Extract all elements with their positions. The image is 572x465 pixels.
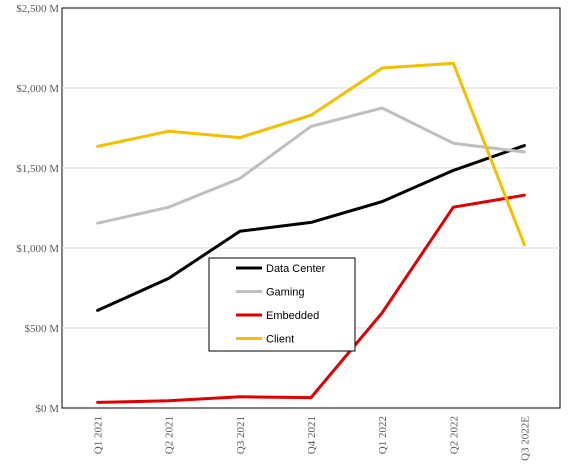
series-line-embedded	[96, 193, 526, 404]
legend-box	[208, 257, 356, 352]
y-tick-label: $500 M	[24, 323, 59, 335]
y-tick-label: $2,000 M	[16, 83, 59, 95]
legend-label: Data Center	[266, 263, 326, 275]
legend: Data Center Gaming Embedded Client	[208, 257, 356, 352]
y-tick-label: $1,500 M	[16, 163, 59, 175]
y-tick-label: $0 M	[35, 403, 59, 415]
y-tick-label: $2,500 M	[16, 3, 59, 15]
series-lines	[96, 61, 526, 404]
y-axis-ticks: $0 M $500 M $1,000 M $1,500 M $2,000 M $2,500…	[16, 3, 59, 415]
y-tick-label: $1,000 M	[16, 243, 59, 255]
x-tick-label: Q1 2022	[377, 416, 389, 454]
x-tick-label: Q4 2021	[306, 416, 318, 454]
series-line-client	[96, 61, 526, 247]
x-axis-ticks: Q1 2021 Q2 2021 Q3 2021 Q4 2021 Q1 2022 Q2 20…	[93, 416, 532, 461]
x-tick-label: Q3 2022E	[519, 416, 531, 461]
series-line-gaming	[96, 106, 526, 225]
series-line-data-center	[96, 144, 526, 312]
x-tick-label: Q1 2021	[93, 416, 105, 454]
legend-label: Embedded	[266, 310, 319, 322]
x-tick-label: Q3 2021	[235, 416, 247, 454]
x-tick-label: Q2 2022	[448, 416, 460, 454]
legend-label: Gaming	[266, 287, 305, 299]
x-tick-label: Q2 2021	[164, 416, 176, 454]
legend-label: Client	[266, 334, 294, 346]
